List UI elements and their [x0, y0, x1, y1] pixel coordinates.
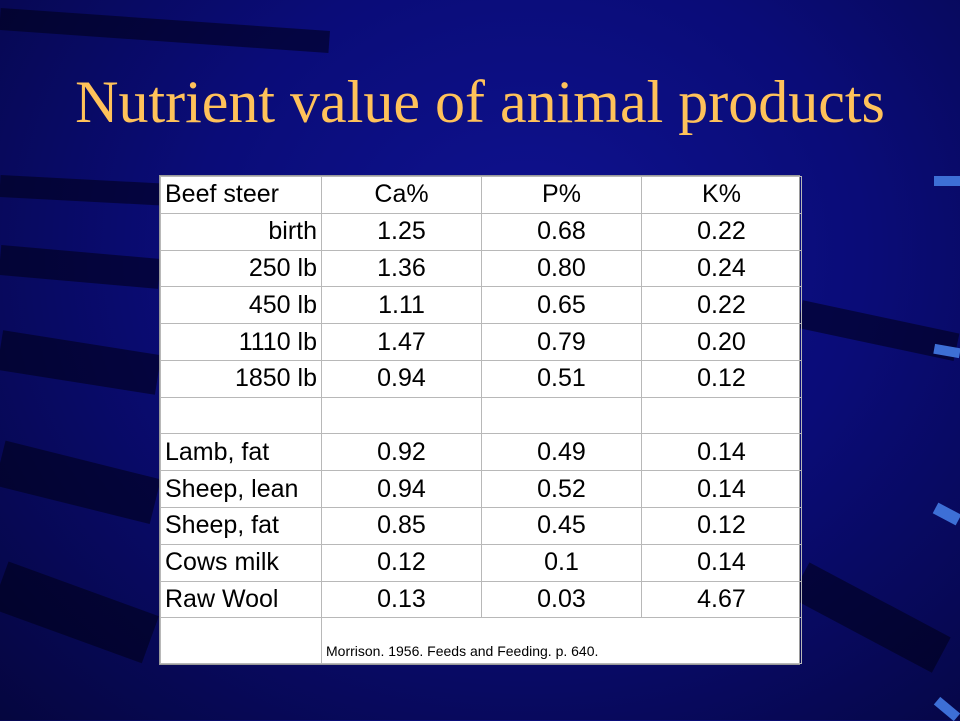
- p-cell: 0.49: [481, 433, 642, 472]
- empty-cell: [160, 617, 322, 664]
- k-cell: 0.20: [641, 323, 802, 361]
- table-row: Sheep, fat 0.85 0.45 0.12: [160, 507, 802, 545]
- header-cell: P%: [481, 176, 642, 214]
- ca-cell: 0.94: [321, 470, 482, 509]
- ca-cell: 0.94: [321, 359, 482, 398]
- header-cell: Beef steer: [160, 176, 322, 214]
- background-stripe: [0, 440, 161, 525]
- table-row: 1110 lb 1.47 0.79 0.20: [160, 323, 802, 361]
- ca-cell: 1.25: [321, 212, 482, 251]
- table-row: 250 lb 1.36 0.80 0.24: [160, 249, 802, 288]
- background-stripe: [0, 245, 161, 289]
- ca-cell: 0.85: [321, 507, 482, 545]
- k-cell: 4.67: [641, 580, 802, 619]
- background-stripe: [0, 175, 161, 206]
- background-stripe: [0, 561, 159, 664]
- row-label: Sheep, fat: [160, 507, 322, 545]
- edge-accent-mark: [934, 176, 960, 186]
- row-label: Lamb, fat: [160, 433, 322, 472]
- p-cell: 0.45: [481, 507, 642, 545]
- background-stripe: [0, 8, 330, 53]
- ca-cell: 0.92: [321, 433, 482, 472]
- row-label: 450 lb: [160, 286, 322, 325]
- p-cell: 0.79: [481, 323, 642, 361]
- table-row: Lamb, fat 0.92 0.49 0.14: [160, 433, 802, 472]
- k-cell: 0.22: [641, 286, 802, 325]
- table-header-row: Beef steer Ca% P% K%: [160, 176, 802, 214]
- ca-cell: 1.36: [321, 249, 482, 288]
- p-cell: 0.1: [481, 543, 642, 582]
- k-cell: 0.14: [641, 433, 802, 472]
- p-cell: 0.68: [481, 212, 642, 251]
- ca-cell: 1.47: [321, 323, 482, 361]
- k-cell: 0.22: [641, 212, 802, 251]
- blank-row: [160, 396, 802, 435]
- source-citation: Morrison. 1956. Feeds and Feeding. p. 64…: [321, 617, 802, 664]
- p-cell: 0.03: [481, 580, 642, 619]
- background-stripe: [790, 562, 951, 673]
- row-label: Cows milk: [160, 543, 322, 582]
- table-row: Sheep, lean 0.94 0.52 0.14: [160, 470, 802, 509]
- table-row: birth 1.25 0.68 0.22: [160, 212, 802, 251]
- edge-accent-mark: [933, 696, 960, 721]
- k-cell: 0.12: [641, 359, 802, 398]
- row-label: Raw Wool: [160, 580, 322, 619]
- row-label: 250 lb: [160, 249, 322, 288]
- k-cell: 0.14: [641, 470, 802, 509]
- p-cell: 0.80: [481, 249, 642, 288]
- row-label: 1110 lb: [160, 323, 322, 361]
- k-cell: 0.14: [641, 543, 802, 582]
- empty-cell: [481, 396, 642, 435]
- nutrient-table: Beef steer Ca% P% K% birth 1.25 0.68 0.2…: [159, 175, 802, 665]
- table-row: 450 lb 1.11 0.65 0.22: [160, 286, 802, 325]
- ca-cell: 1.11: [321, 286, 482, 325]
- ca-cell: 0.12: [321, 543, 482, 582]
- row-label: Sheep, lean: [160, 470, 322, 509]
- source-row: Morrison. 1956. Feeds and Feeding. p. 64…: [160, 617, 802, 664]
- p-cell: 0.51: [481, 359, 642, 398]
- ca-cell: 0.13: [321, 580, 482, 619]
- empty-cell: [641, 396, 802, 435]
- row-label: birth: [160, 212, 322, 251]
- row-label: 1850 lb: [160, 359, 322, 398]
- slide-title: Nutrient value of animal products: [75, 69, 885, 135]
- edge-accent-mark: [932, 502, 960, 526]
- k-cell: 0.12: [641, 507, 802, 545]
- k-cell: 0.24: [641, 249, 802, 288]
- header-cell: K%: [641, 176, 802, 214]
- empty-cell: [321, 396, 482, 435]
- table-row: 1850 lb 0.94 0.51 0.12: [160, 359, 802, 398]
- p-cell: 0.52: [481, 470, 642, 509]
- background-stripe: [0, 330, 162, 395]
- table-row: Raw Wool 0.13 0.03 4.67: [160, 580, 802, 619]
- header-cell: Ca%: [321, 176, 482, 214]
- p-cell: 0.65: [481, 286, 642, 325]
- table-row: Cows milk 0.12 0.1 0.14: [160, 543, 802, 582]
- empty-cell: [160, 396, 322, 435]
